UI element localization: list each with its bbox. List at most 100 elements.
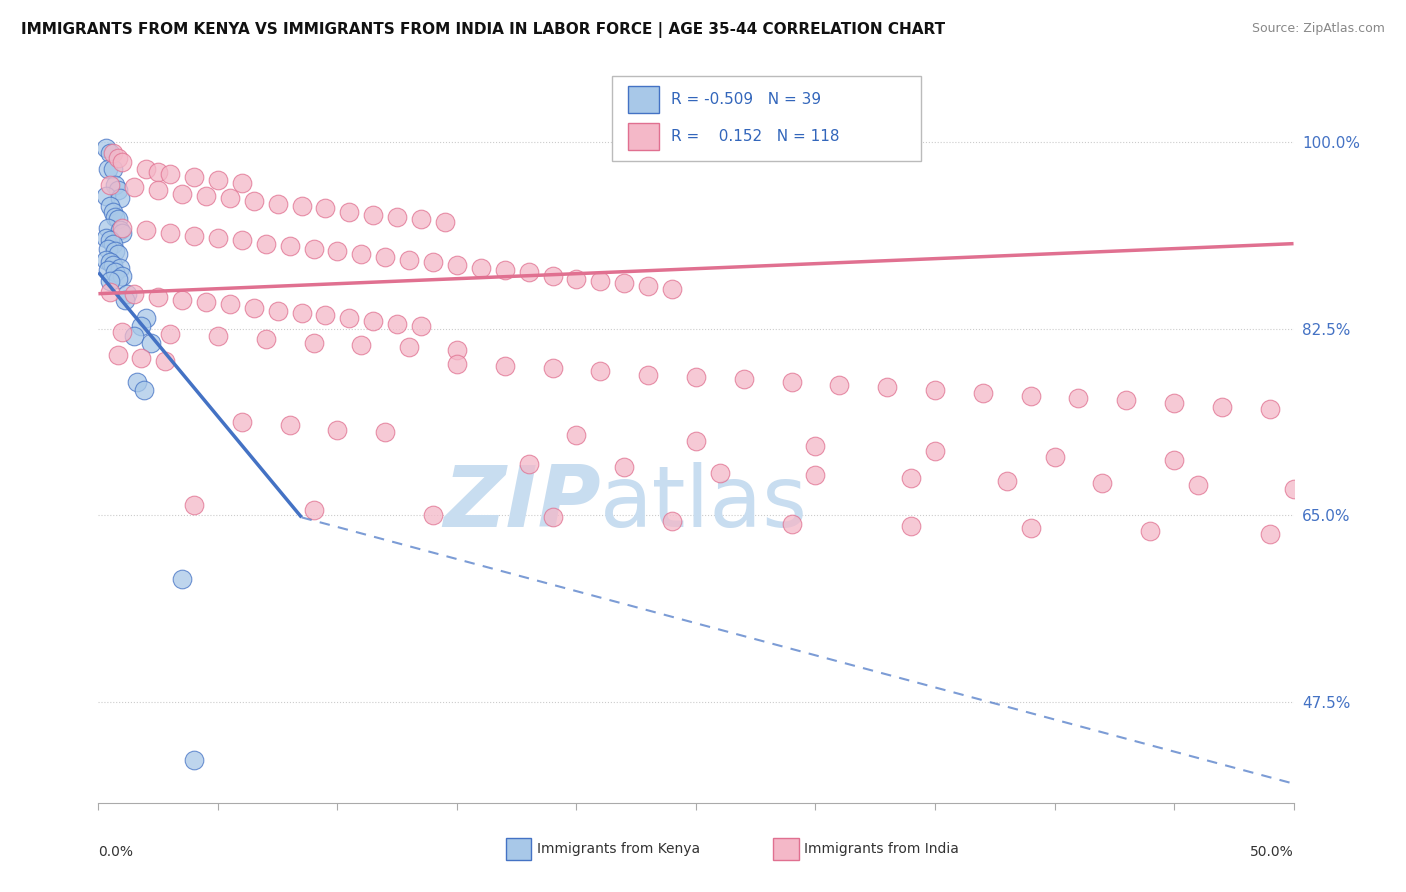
Point bbox=[114, 293, 136, 307]
Point bbox=[541, 510, 564, 524]
Point bbox=[363, 208, 385, 222]
Point bbox=[1187, 478, 1209, 492]
Point bbox=[1211, 400, 1233, 414]
Point bbox=[1019, 521, 1042, 535]
Point bbox=[231, 234, 253, 248]
Point bbox=[98, 274, 122, 288]
Point bbox=[278, 239, 301, 253]
Text: ZIP: ZIP bbox=[443, 461, 600, 545]
Point bbox=[231, 415, 253, 429]
Point bbox=[104, 210, 127, 224]
Point bbox=[780, 375, 803, 389]
Point bbox=[1019, 389, 1042, 403]
Point bbox=[97, 242, 120, 256]
Point bbox=[243, 301, 266, 315]
Point bbox=[231, 176, 253, 190]
Point bbox=[124, 329, 146, 343]
Point bbox=[219, 297, 242, 311]
Point bbox=[107, 247, 129, 261]
Point bbox=[804, 467, 827, 482]
Point bbox=[101, 236, 124, 251]
Point bbox=[1163, 453, 1185, 467]
Text: Source: ZipAtlas.com: Source: ZipAtlas.com bbox=[1251, 22, 1385, 36]
Point bbox=[1091, 476, 1114, 491]
Point bbox=[104, 244, 127, 258]
Point bbox=[1258, 401, 1281, 416]
Point bbox=[124, 180, 146, 194]
Point bbox=[243, 194, 266, 208]
Point bbox=[398, 252, 420, 267]
Point bbox=[924, 383, 946, 397]
Point bbox=[94, 252, 117, 267]
Point bbox=[219, 191, 242, 205]
Point bbox=[385, 210, 409, 224]
Point bbox=[254, 333, 277, 347]
Point bbox=[565, 272, 588, 286]
Point bbox=[422, 508, 444, 523]
Point bbox=[107, 212, 129, 227]
Point bbox=[804, 439, 827, 453]
Point bbox=[613, 276, 636, 290]
Point bbox=[159, 327, 181, 342]
Point bbox=[637, 279, 659, 293]
Point bbox=[363, 314, 385, 328]
Point bbox=[115, 286, 138, 301]
Point bbox=[446, 343, 468, 358]
Point bbox=[385, 317, 409, 331]
Point bbox=[148, 183, 170, 197]
Point bbox=[315, 308, 337, 322]
Text: IMMIGRANTS FROM KENYA VS IMMIGRANTS FROM INDIA IN LABOR FORCE | AGE 35-44 CORREL: IMMIGRANTS FROM KENYA VS IMMIGRANTS FROM… bbox=[21, 22, 945, 38]
Point bbox=[302, 242, 325, 256]
Point bbox=[267, 303, 290, 318]
Point bbox=[709, 466, 731, 480]
Point bbox=[900, 471, 922, 485]
Point bbox=[1282, 482, 1305, 496]
Point bbox=[637, 368, 659, 382]
Point bbox=[135, 311, 157, 326]
Point bbox=[411, 318, 433, 333]
Point bbox=[148, 290, 170, 304]
Text: atlas: atlas bbox=[600, 461, 808, 545]
Point bbox=[589, 274, 612, 288]
Point bbox=[183, 498, 205, 512]
Point bbox=[207, 231, 229, 245]
Point bbox=[98, 178, 122, 192]
Point bbox=[446, 357, 468, 371]
Point bbox=[131, 318, 153, 333]
Point bbox=[97, 220, 120, 235]
Point bbox=[422, 254, 444, 268]
Text: 50.0%: 50.0% bbox=[1250, 846, 1294, 859]
Text: 0.0%: 0.0% bbox=[98, 846, 134, 859]
Text: R = -0.509   N = 39: R = -0.509 N = 39 bbox=[671, 92, 821, 107]
Point bbox=[111, 226, 134, 240]
Point bbox=[172, 186, 194, 201]
Point bbox=[661, 514, 683, 528]
Point bbox=[108, 261, 131, 276]
Point bbox=[94, 188, 117, 202]
Point bbox=[155, 353, 177, 368]
Point bbox=[433, 215, 456, 229]
Point bbox=[589, 364, 612, 378]
Point bbox=[876, 380, 898, 394]
Text: R =    0.152   N = 118: R = 0.152 N = 118 bbox=[671, 129, 839, 145]
Point bbox=[183, 753, 205, 767]
Point bbox=[183, 169, 205, 184]
Point bbox=[446, 258, 468, 272]
Point bbox=[302, 503, 325, 517]
Point bbox=[194, 295, 218, 310]
Point bbox=[494, 263, 516, 277]
Point bbox=[1115, 393, 1137, 408]
Point bbox=[97, 263, 120, 277]
Point bbox=[97, 162, 120, 177]
Point bbox=[172, 572, 194, 586]
Point bbox=[135, 162, 157, 177]
Point bbox=[685, 434, 707, 448]
Point bbox=[108, 191, 131, 205]
Point bbox=[350, 247, 373, 261]
Point bbox=[107, 272, 129, 286]
Point bbox=[107, 349, 129, 363]
Point bbox=[132, 383, 155, 397]
Point bbox=[111, 325, 134, 339]
Point bbox=[411, 212, 433, 227]
Point bbox=[517, 265, 540, 279]
